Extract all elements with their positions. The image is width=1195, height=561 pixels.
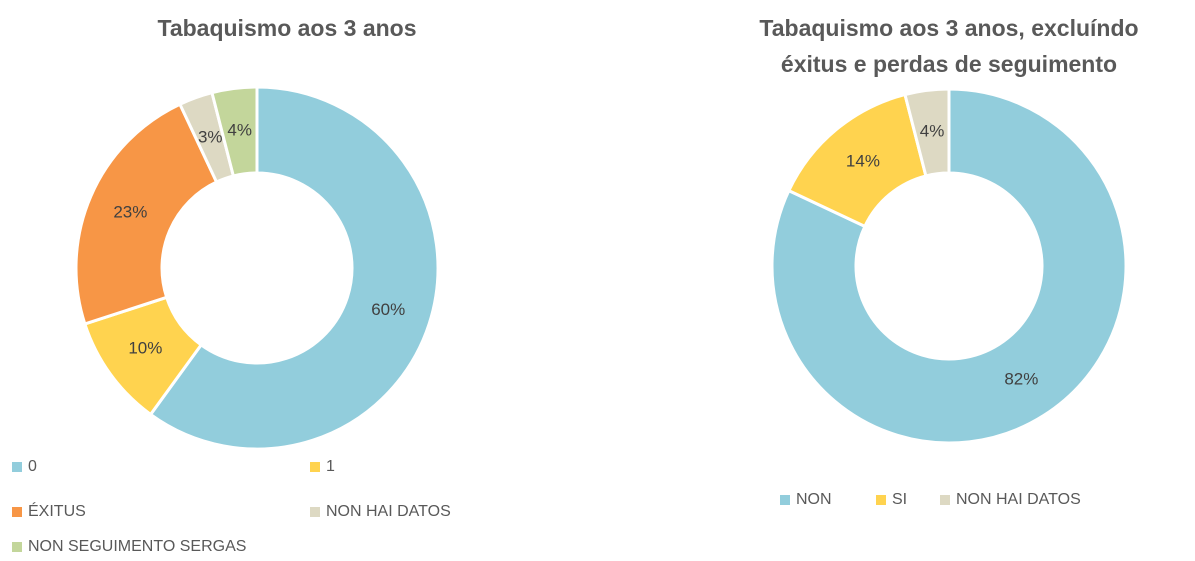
legend-swatch <box>876 495 886 505</box>
legend-swatch <box>12 462 22 472</box>
chart-title: Tabaquismo aos 3 anos <box>157 15 416 41</box>
legend-label: 1 <box>326 458 335 475</box>
data-label: 4% <box>920 122 945 141</box>
legend-swatch <box>310 507 320 517</box>
data-label: 82% <box>1004 369 1038 388</box>
data-label: 10% <box>128 339 162 358</box>
data-label: 3% <box>198 128 223 147</box>
data-label: 60% <box>371 300 405 319</box>
legend-label: NON SEGUIMENTO SERGAS <box>28 538 246 555</box>
data-label: 23% <box>113 203 147 222</box>
donut-slice <box>210 85 259 178</box>
legend-swatch <box>12 542 22 552</box>
donut-slice <box>74 102 219 326</box>
chart-title: éxitus e perdas de seguimento <box>781 51 1117 77</box>
legend-label: NON HAI DATOS <box>956 491 1081 508</box>
legend-label: SI <box>892 491 907 508</box>
legend-label: ÉXITUS <box>28 501 86 520</box>
donut-slice <box>770 87 1128 445</box>
legend-label: 0 <box>28 458 37 475</box>
donut-slice <box>148 85 440 451</box>
legend-swatch <box>780 495 790 505</box>
legend-label: NON HAI DATOS <box>326 503 451 520</box>
chart-title: Tabaquismo aos 3 anos, excluíndo <box>759 15 1138 41</box>
legend-swatch <box>12 507 22 517</box>
data-label: 4% <box>227 121 252 140</box>
legend-label: NON <box>796 491 832 508</box>
data-label: 14% <box>846 151 880 170</box>
legend-swatch <box>310 462 320 472</box>
donut-slice <box>903 87 951 178</box>
legend-swatch <box>940 495 950 505</box>
